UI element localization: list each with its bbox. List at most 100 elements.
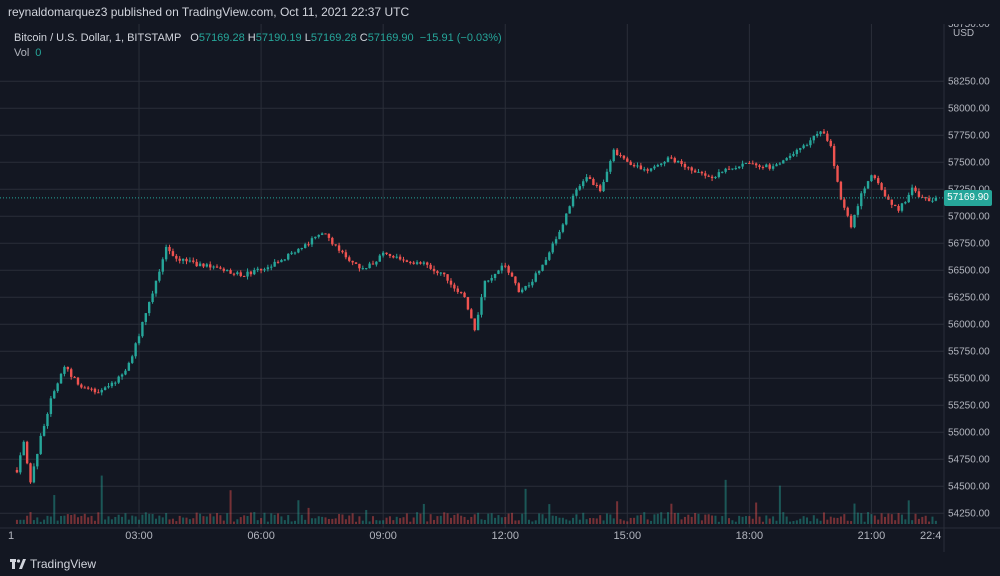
candle-body — [293, 252, 297, 254]
close-label: C — [359, 32, 368, 44]
candle-body — [615, 149, 619, 156]
volume-bar — [822, 512, 825, 524]
candle-body — [463, 292, 466, 298]
candle-body — [181, 258, 185, 261]
candle-body — [873, 175, 877, 179]
volume-bar — [327, 518, 330, 524]
volume-bar — [646, 519, 649, 524]
candle-body — [134, 343, 137, 357]
candle-body — [483, 280, 487, 298]
volume-bar — [209, 513, 212, 524]
candle-body — [212, 266, 215, 268]
candle-body — [15, 470, 19, 473]
candle-body — [120, 374, 124, 377]
candle-body — [73, 376, 76, 378]
volume-bar — [39, 521, 42, 524]
volume-bar — [114, 516, 117, 524]
volume-bar — [15, 519, 18, 524]
volume-bar — [497, 515, 500, 524]
candle-body — [890, 199, 893, 205]
candle-body — [893, 204, 897, 207]
volume-bar — [270, 513, 273, 524]
volume-bar — [829, 516, 832, 524]
volume-bar — [134, 516, 137, 524]
volume-bar — [456, 513, 459, 524]
candle-body — [66, 366, 70, 370]
candle-body — [514, 276, 517, 284]
volume-bar — [924, 515, 927, 524]
candle-body — [646, 169, 649, 171]
volume-bar — [602, 520, 605, 524]
candle-body — [588, 177, 592, 179]
candle-body — [436, 271, 439, 274]
candle-body — [741, 163, 744, 167]
x-tick-label: 09:00 — [369, 530, 397, 542]
candle-body — [388, 253, 392, 256]
y-tick-label: 56500.00 — [948, 266, 990, 277]
candle-body — [273, 261, 276, 267]
volume-bar — [216, 513, 219, 524]
volume-bar — [544, 518, 547, 524]
volume-bar — [836, 517, 839, 524]
volume-bar — [355, 521, 358, 524]
candle-body — [500, 265, 504, 271]
high-label: H — [247, 32, 256, 44]
volume-bar — [806, 517, 809, 524]
candle-body — [276, 261, 280, 263]
candle-body — [582, 181, 585, 187]
candle-body — [785, 158, 788, 161]
candle-body — [351, 260, 354, 263]
candle-body — [554, 239, 558, 244]
candle-body — [602, 181, 605, 192]
volume-bar — [622, 520, 625, 524]
volume-bar — [87, 517, 90, 524]
low-label: L — [304, 32, 311, 44]
price-chart[interactable]: 54250.00 54500.00 54750.00 55000.00 55250.00… — [0, 24, 1000, 552]
candle-body — [36, 453, 39, 467]
volume-bar — [873, 515, 876, 524]
candle-body — [371, 263, 375, 265]
volume-bar — [904, 519, 907, 524]
candle-body — [422, 262, 426, 264]
candle-body — [246, 271, 249, 277]
volume-bar — [589, 518, 591, 524]
volume-bar — [439, 515, 442, 524]
candle-body — [327, 233, 331, 238]
volume-bar — [256, 520, 259, 524]
candle-body — [239, 272, 242, 277]
volume-bar — [568, 520, 571, 524]
volume-bar — [633, 517, 636, 524]
candle-body — [117, 376, 120, 383]
candle-body — [534, 273, 537, 282]
volume-bar — [585, 519, 588, 524]
candle-body — [880, 183, 883, 190]
volume-bar — [121, 516, 124, 524]
candle-body — [480, 297, 483, 315]
x-tick-label: 15:00 — [614, 530, 642, 542]
volume-bar — [612, 518, 615, 524]
candle-body — [348, 257, 351, 261]
candle-body — [795, 149, 799, 154]
candlesticks — [15, 128, 938, 484]
volume-bar — [361, 520, 364, 524]
candle-body — [320, 233, 324, 235]
candle-body — [758, 165, 761, 168]
candle-body — [358, 263, 361, 269]
candle-body — [381, 252, 385, 256]
candle-body — [700, 171, 704, 174]
y-tick-label: 54250.00 — [948, 509, 990, 520]
candle-body — [398, 256, 402, 260]
volume-bar — [202, 516, 205, 524]
candle-body — [487, 280, 490, 282]
candle-body — [242, 276, 246, 278]
volume-bar — [765, 515, 768, 524]
candle-body — [639, 165, 643, 170]
candle-body — [324, 233, 327, 235]
candle-body — [656, 164, 660, 167]
volume-bar — [192, 518, 195, 524]
candle-body — [839, 181, 843, 200]
volume-bar — [236, 519, 239, 524]
volume-bar — [599, 515, 602, 524]
candle-body — [856, 206, 860, 215]
volume-bar — [616, 501, 619, 524]
